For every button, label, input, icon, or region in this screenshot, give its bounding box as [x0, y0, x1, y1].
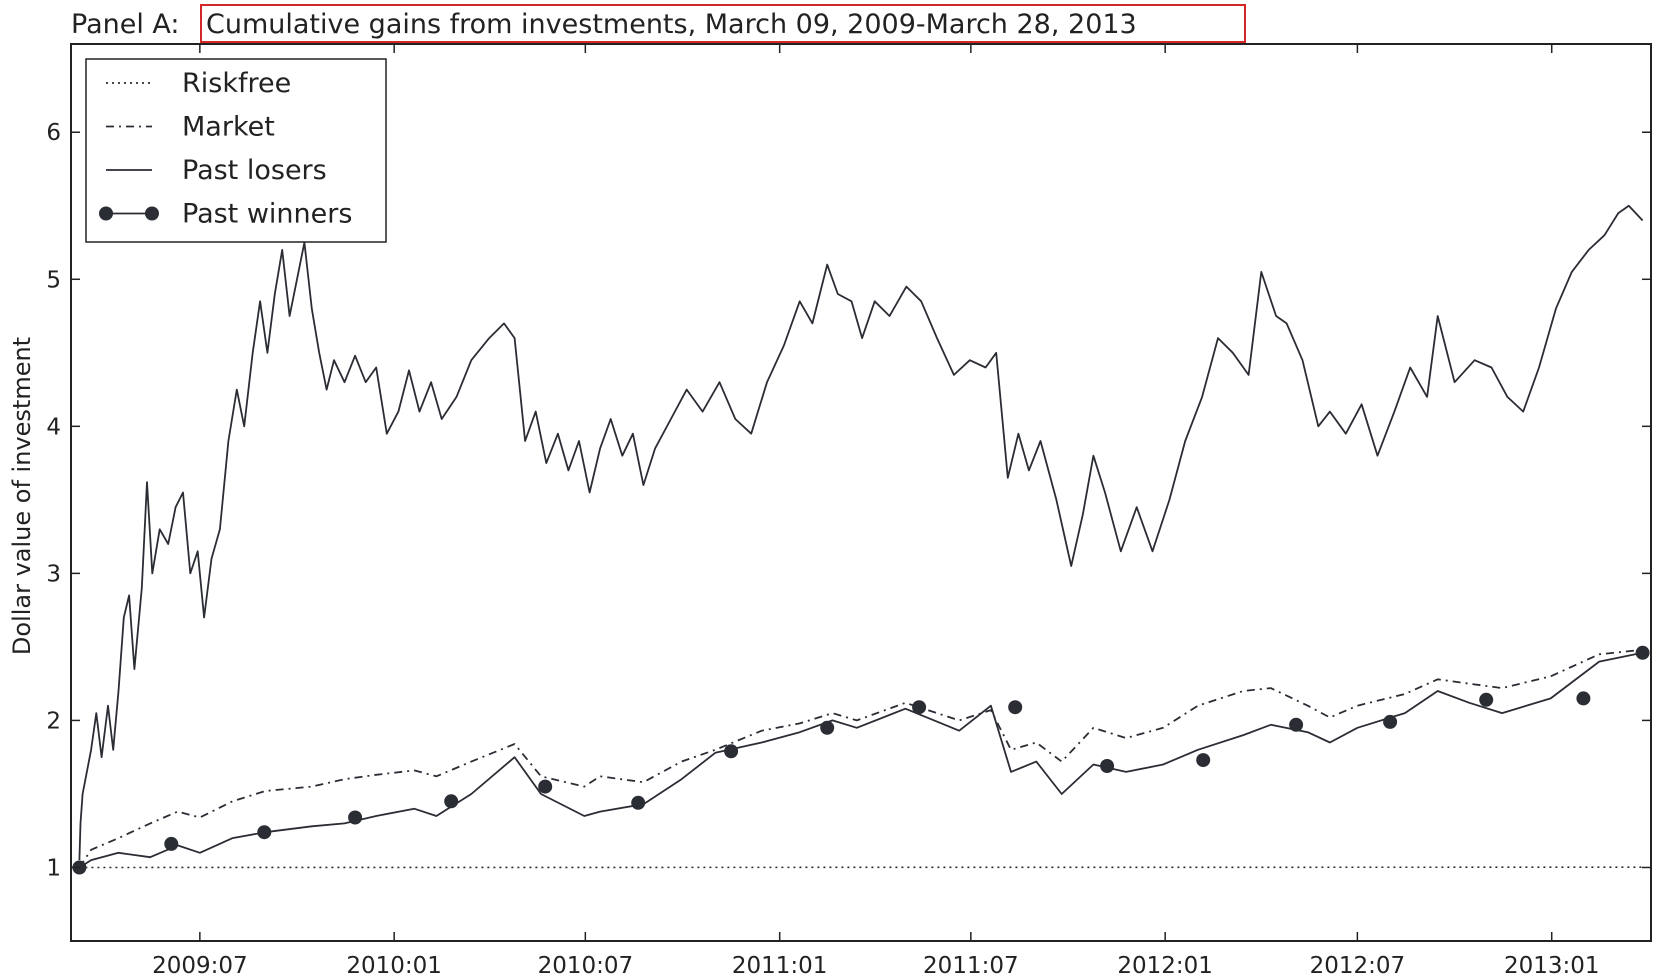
title-highlight-box: [200, 4, 1246, 43]
series-marker-past-winners: [538, 779, 553, 794]
series-marker-past-winners: [1196, 753, 1211, 768]
legend-marker-past-winners: [99, 206, 113, 221]
series-marker-past-winners: [724, 744, 739, 759]
y-tick-label: 4: [46, 414, 61, 440]
plot-layer: [72, 204, 1650, 875]
series-marker-past-winners: [1383, 714, 1398, 729]
x-tick-label: 2012:07: [1310, 953, 1406, 979]
series-marker-past-winners: [912, 700, 927, 715]
x-tick-label: 2010:07: [538, 953, 634, 979]
x-tick-label: 2010:01: [346, 953, 442, 979]
legend-label-riskfree: Riskfree: [182, 68, 291, 99]
y-axis-label: Dollar value of investment: [8, 337, 36, 655]
series-marker-past-winners: [348, 810, 363, 825]
legend-label-past-losers: Past losers: [182, 155, 327, 186]
axis-layer: 1 2 3 4 5 6 2009:07 2010:01 2010:07 2011:01 2011:0…: [46, 43, 1652, 979]
legend-marker-past-winners: [145, 206, 159, 221]
series-marker-past-winners: [1289, 717, 1304, 732]
y-tick-label: 1: [46, 855, 61, 881]
x-tick-label: 2011:01: [732, 953, 828, 979]
x-tick-label: 2013:01: [1504, 953, 1600, 979]
x-tick-label: 2012:01: [1117, 953, 1213, 979]
series-marker-past-winners: [1576, 691, 1591, 706]
x-tick-label: 2009:07: [152, 953, 248, 979]
series-marker-past-winners: [820, 720, 835, 735]
legend-box: [85, 58, 387, 243]
series-marker-past-winners: [1635, 645, 1650, 660]
legend: Riskfree Market Past losers Past winners: [85, 58, 387, 243]
chart-title: Cumulative gains from investments, March…: [206, 9, 1137, 40]
series-marker-past-winners: [1100, 759, 1115, 773]
series-line-market: [78, 648, 1643, 868]
y-tick-label: 6: [46, 120, 61, 146]
y-tick-label: 5: [46, 267, 61, 293]
series-marker-past-winners: [631, 795, 646, 810]
y-tick-label: 3: [46, 561, 61, 587]
series-marker-past-winners: [1008, 700, 1023, 715]
chart-title-prefix: Panel A:: [71, 9, 188, 40]
series-marker-past-winners: [257, 825, 272, 840]
series-marker-past-winners: [1479, 692, 1494, 707]
y-tick-label: 2: [46, 708, 61, 734]
plot-frame: [70, 43, 1652, 942]
series-line-past-winners: [78, 651, 1643, 869]
legend-label-market: Market: [182, 112, 275, 143]
series-marker-past-winners: [444, 794, 459, 809]
legend-label-past-winners: Past winners: [182, 199, 352, 230]
series-line-past-losers: [78, 204, 1644, 861]
series-marker-past-winners: [164, 836, 179, 851]
x-tick-label: 2011:07: [923, 953, 1019, 979]
